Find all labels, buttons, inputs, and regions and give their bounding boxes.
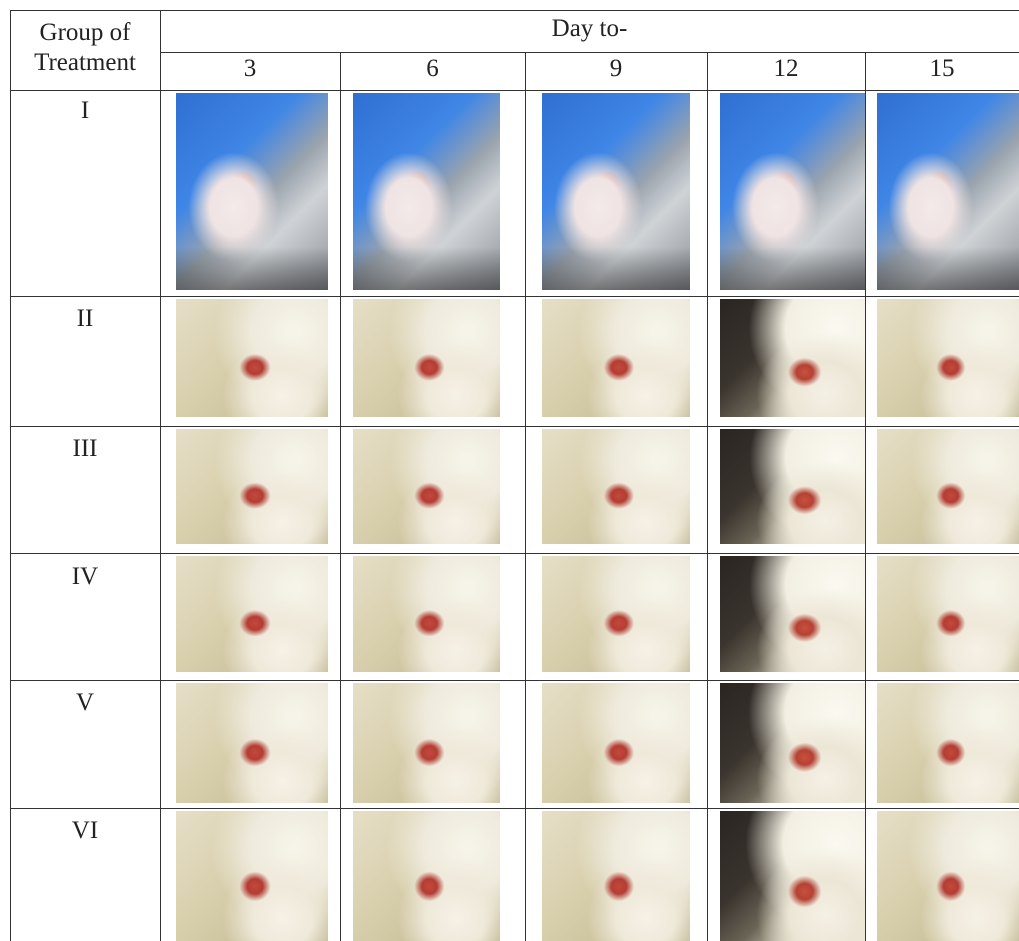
photo-group-I-day-12 — [720, 93, 866, 290]
photo-group-II-day-12 — [720, 299, 866, 417]
photo-group-III-day-3 — [176, 429, 328, 544]
day-header-12: 12 — [773, 55, 799, 82]
photo-group-III-day-15 — [877, 429, 1019, 544]
group-of-treatment-header: Group of Treatment — [34, 19, 136, 76]
group-label-II: II — [76, 305, 94, 332]
photo-group-III-day-12 — [720, 429, 866, 544]
photo-group-IV-day-6 — [353, 556, 500, 672]
photo-group-I-day-15 — [877, 93, 1019, 290]
photo-group-V-day-15 — [877, 683, 1019, 803]
photo-group-II-day-15 — [877, 299, 1019, 417]
day-header-3: 3 — [243, 55, 257, 82]
table-rule — [707, 52, 708, 941]
photo-group-I-day-6 — [353, 93, 500, 290]
table-rule — [10, 808, 1019, 809]
table-rule — [10, 10, 1019, 11]
table-rule — [865, 52, 866, 941]
group-label-V: V — [75, 689, 95, 716]
photo-group-VI-day-6 — [353, 811, 500, 941]
photo-group-IV-day-15 — [877, 556, 1019, 672]
photo-group-IV-day-12 — [720, 556, 866, 672]
photo-group-II-day-3 — [176, 299, 328, 417]
group-label-IV: IV — [71, 563, 99, 590]
photo-group-II-day-6 — [353, 299, 500, 417]
photo-group-V-day-6 — [353, 683, 500, 803]
photo-group-V-day-12 — [720, 683, 866, 803]
photo-group-III-day-6 — [353, 429, 500, 544]
table-rule — [10, 680, 1019, 681]
photo-group-V-day-9 — [542, 683, 690, 803]
photo-group-I-day-9 — [542, 93, 690, 290]
table-rule — [160, 52, 1019, 53]
day-header-9: 9 — [609, 55, 623, 82]
group-label-I: I — [80, 97, 90, 124]
photo-group-VI-day-12 — [720, 811, 866, 941]
table-rule — [10, 553, 1019, 554]
photo-group-VI-day-9 — [542, 811, 690, 941]
group-label-III: III — [72, 435, 98, 462]
photo-group-IV-day-9 — [542, 556, 690, 672]
photo-group-VI-day-15 — [877, 811, 1019, 941]
table-rule — [10, 296, 1019, 297]
table-rule — [10, 90, 1019, 91]
table-rule — [10, 426, 1019, 427]
day-header-15: 15 — [929, 55, 955, 82]
table-rule — [525, 52, 526, 941]
photo-group-I-day-3 — [176, 93, 328, 290]
photo-group-III-day-9 — [542, 429, 690, 544]
group-label-VI: VI — [71, 817, 99, 844]
day-to-header: Day to- — [551, 15, 628, 42]
table-rule — [340, 52, 341, 941]
table-rule — [160, 10, 161, 941]
photo-group-VI-day-3 — [176, 811, 328, 941]
photo-group-IV-day-3 — [176, 556, 328, 672]
photo-group-V-day-3 — [176, 683, 328, 803]
day-header-6: 6 — [426, 55, 439, 82]
table-rule — [10, 10, 11, 941]
photo-group-II-day-9 — [542, 299, 690, 417]
